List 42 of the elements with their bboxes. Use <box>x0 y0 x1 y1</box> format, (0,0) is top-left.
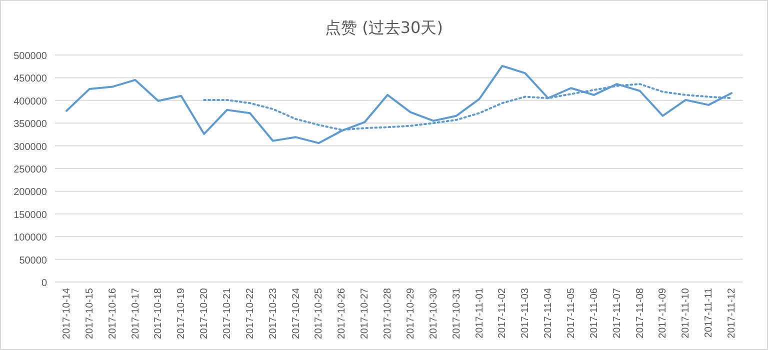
x-tick-label: 2017-10-22 <box>244 288 256 340</box>
x-tick-label: 2017-11-10 <box>680 288 692 338</box>
x-tick-label: 2017-10-30 <box>428 288 440 340</box>
y-tick-label: 400000 <box>14 96 48 108</box>
x-tick-label: 2017-11-06 <box>588 288 600 338</box>
x-tick-label: 2017-10-25 <box>314 288 325 340</box>
x-tick-label: 2017-11-01 <box>474 288 486 338</box>
x-tick-label: 2017-11-11 <box>704 288 715 338</box>
x-tick-label: 2017-10-17 <box>130 288 142 340</box>
x-tick-label: 2017-10-26 <box>336 288 348 340</box>
x-tick-label: 2017-11-02 <box>497 288 508 338</box>
x-tick-label: 2017-10-23 <box>268 288 279 340</box>
y-tick-label: 150000 <box>14 210 48 221</box>
x-tick-label: 2017-11-07 <box>612 288 623 338</box>
x-tick-label: 2017-10-27 <box>360 288 371 340</box>
x-tick-label: 2017-10-14 <box>61 288 72 340</box>
x-tick-label: 2017-10-16 <box>107 288 118 340</box>
x-tick-label: 2017-10-20 <box>199 288 210 340</box>
y-tick-label: 0 <box>41 278 48 289</box>
y-tick-label: 50000 <box>19 255 48 266</box>
x-tick-label: 2017-10-31 <box>451 288 462 340</box>
x-tick-label: 2017-11-09 <box>658 288 669 338</box>
x-tick-label: 2017-11-04 <box>543 288 554 338</box>
x-tick-label: 2017-10-15 <box>84 288 96 340</box>
x-tick-label: 2017-11-08 <box>634 288 646 338</box>
y-tick-label: 250000 <box>14 164 48 176</box>
x-tick-label: 2017-10-19 <box>176 288 188 340</box>
y-tick-label: 300000 <box>14 142 48 153</box>
y-tick-label: 500000 <box>14 51 48 62</box>
y-tick-label: 350000 <box>14 119 48 130</box>
x-tick-label: 2017-10-24 <box>290 288 302 340</box>
x-tick-label: 2017-10-18 <box>153 288 164 340</box>
x-tick-label: 2017-10-21 <box>222 288 233 340</box>
y-tick-label: 100000 <box>14 232 48 244</box>
x-tick-label: 2017-10-28 <box>382 288 394 340</box>
x-tick-label: 2017-10-29 <box>405 288 416 340</box>
y-tick-label: 200000 <box>14 187 48 198</box>
y-tick-label: 450000 <box>14 74 48 85</box>
x-tick-label: 2017-11-03 <box>520 288 532 338</box>
x-tick-label: 2017-11-12 <box>726 288 738 338</box>
chart-title: 点赞 (过去30天) <box>325 18 443 37</box>
x-tick-label: 2017-11-05 <box>566 288 577 338</box>
